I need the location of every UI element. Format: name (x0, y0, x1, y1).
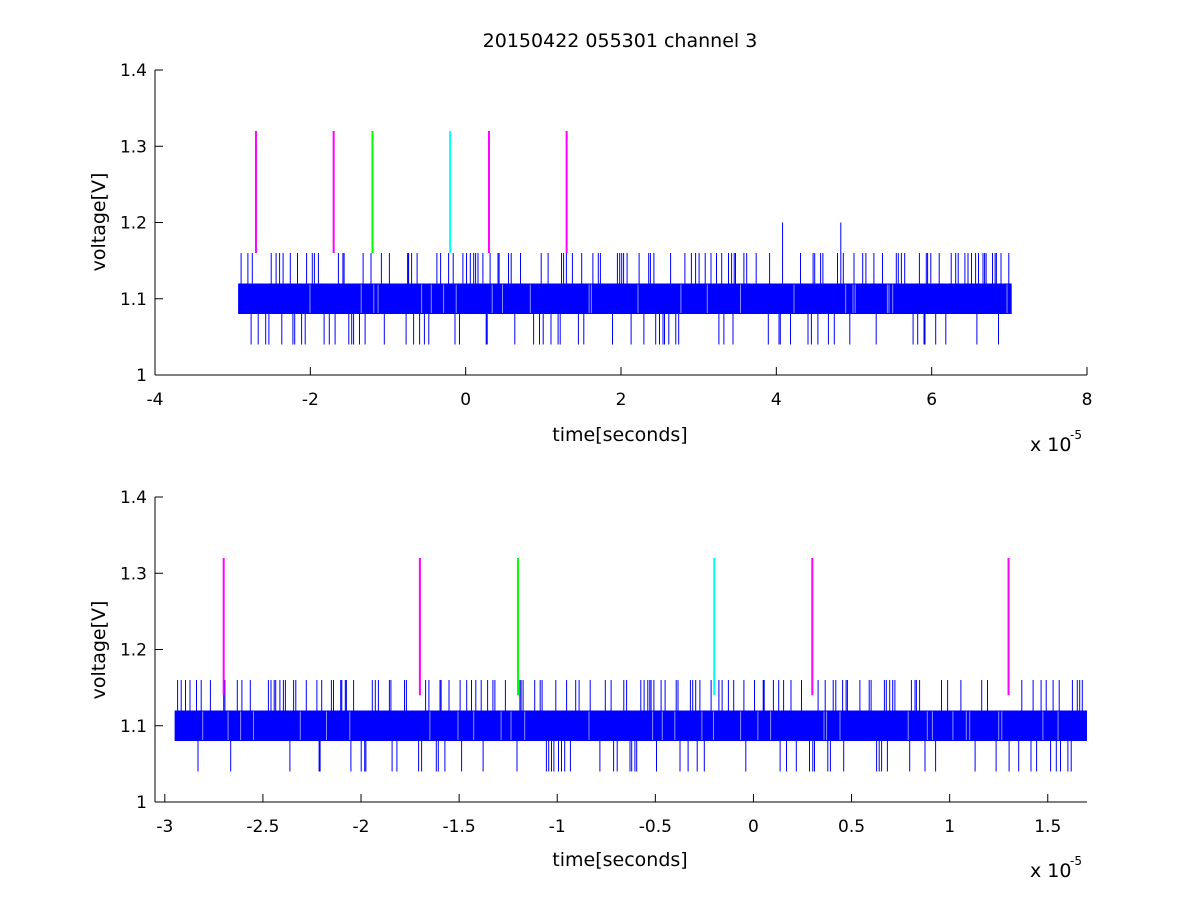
top-y-tick-label: 1.4 (120, 61, 147, 81)
top-x-tick-label: -4 (147, 390, 164, 410)
bottom-x-tick-label: -1.5 (443, 817, 476, 837)
bottom-y-axis-label: voltage[V] (88, 601, 110, 700)
top-x-exponent-label: x 10 (1030, 434, 1071, 456)
top-signal-texture (309, 284, 1008, 313)
bottom-x-axis-label: time[seconds] (552, 849, 687, 871)
bottom-signal-band (174, 710, 1088, 741)
bottom-x-tick-label: -1 (549, 817, 566, 837)
top-y-tick-label: 1 (136, 366, 147, 386)
top-plot-title: 20150422 055301 channel 3 (483, 30, 758, 52)
top-signal-spikes-down (250, 314, 999, 345)
bottom-x-tick-label: 1 (944, 817, 955, 837)
bottom-x-tick-label: -3 (156, 817, 173, 837)
top-x-tick-label: 4 (771, 390, 782, 410)
top-y-tick-label: 1.3 (120, 137, 147, 157)
bottom-x-tick-label: -2 (353, 817, 370, 837)
bottom-x-tick-label: -2.5 (246, 817, 279, 837)
top-x-axis-label: time[seconds] (552, 424, 687, 446)
bottom-y-tick-label: 1 (136, 793, 147, 813)
bottom-x-tick-label: 0.5 (838, 817, 865, 837)
top-x-tick-label: 8 (1082, 390, 1093, 410)
top-signal-band (238, 283, 1012, 314)
bottom-y-tick-label: 1.4 (120, 488, 147, 508)
top-y-tick-label: 1.2 (120, 214, 147, 234)
bottom-y-ticks: 1 1.1 1.2 1.3 1.4 (120, 488, 163, 813)
bottom-x-tick-label: -0.5 (639, 817, 672, 837)
bottom-y-tick-label: 1.1 (120, 717, 147, 737)
top-subplot: 20150422 055301 channel 3 11.11.21.31.4 … (88, 30, 1092, 456)
top-signal-spikes-up (240, 253, 1010, 284)
top-x-exponent: -5 (1070, 428, 1082, 442)
bottom-y-tick-label: 1.2 (120, 641, 147, 661)
top-x-tick-label: 2 (616, 390, 627, 410)
bottom-signal-texture (202, 711, 1059, 740)
top-y-axis-label: voltage[V] (88, 173, 110, 272)
bottom-x-exponent-label: x 10 (1030, 860, 1071, 882)
top-y-ticks: 1 1.1 1.2 1.3 1.4 (120, 61, 163, 386)
bottom-signal-spikes-down (197, 741, 1072, 772)
top-x-tick-label: 6 (926, 390, 937, 410)
top-x-tick-label: 0 (460, 390, 471, 410)
bottom-x-tick-label: 1.5 (1034, 817, 1061, 837)
bottom-signal-trace (174, 680, 1088, 772)
bottom-signal-spikes-up (177, 680, 1083, 711)
bottom-subplot: 1 1.1 1.2 1.3 1.4 -3 -2.5 -2 -1.5 -1 -0.5 0 0.5 1 1.5… (88, 488, 1088, 882)
top-signal-trace (238, 222, 1012, 345)
bottom-markers (222, 558, 1010, 696)
top-markers (254, 131, 568, 253)
top-y-tick-label: 1.1 (120, 290, 147, 310)
bottom-y-tick-label: 1.3 (120, 564, 147, 584)
top-x-ticks: -4 -2 0 2 4 6 8 (147, 367, 1093, 410)
bottom-x-exponent: -5 (1070, 854, 1082, 868)
top-x-tick-label: -2 (302, 390, 319, 410)
bottom-x-ticks: -3 -2.5 -2 -1.5 -1 -0.5 0 0.5 1 1.5 (156, 794, 1061, 837)
bottom-x-tick-label: 0 (748, 817, 759, 837)
